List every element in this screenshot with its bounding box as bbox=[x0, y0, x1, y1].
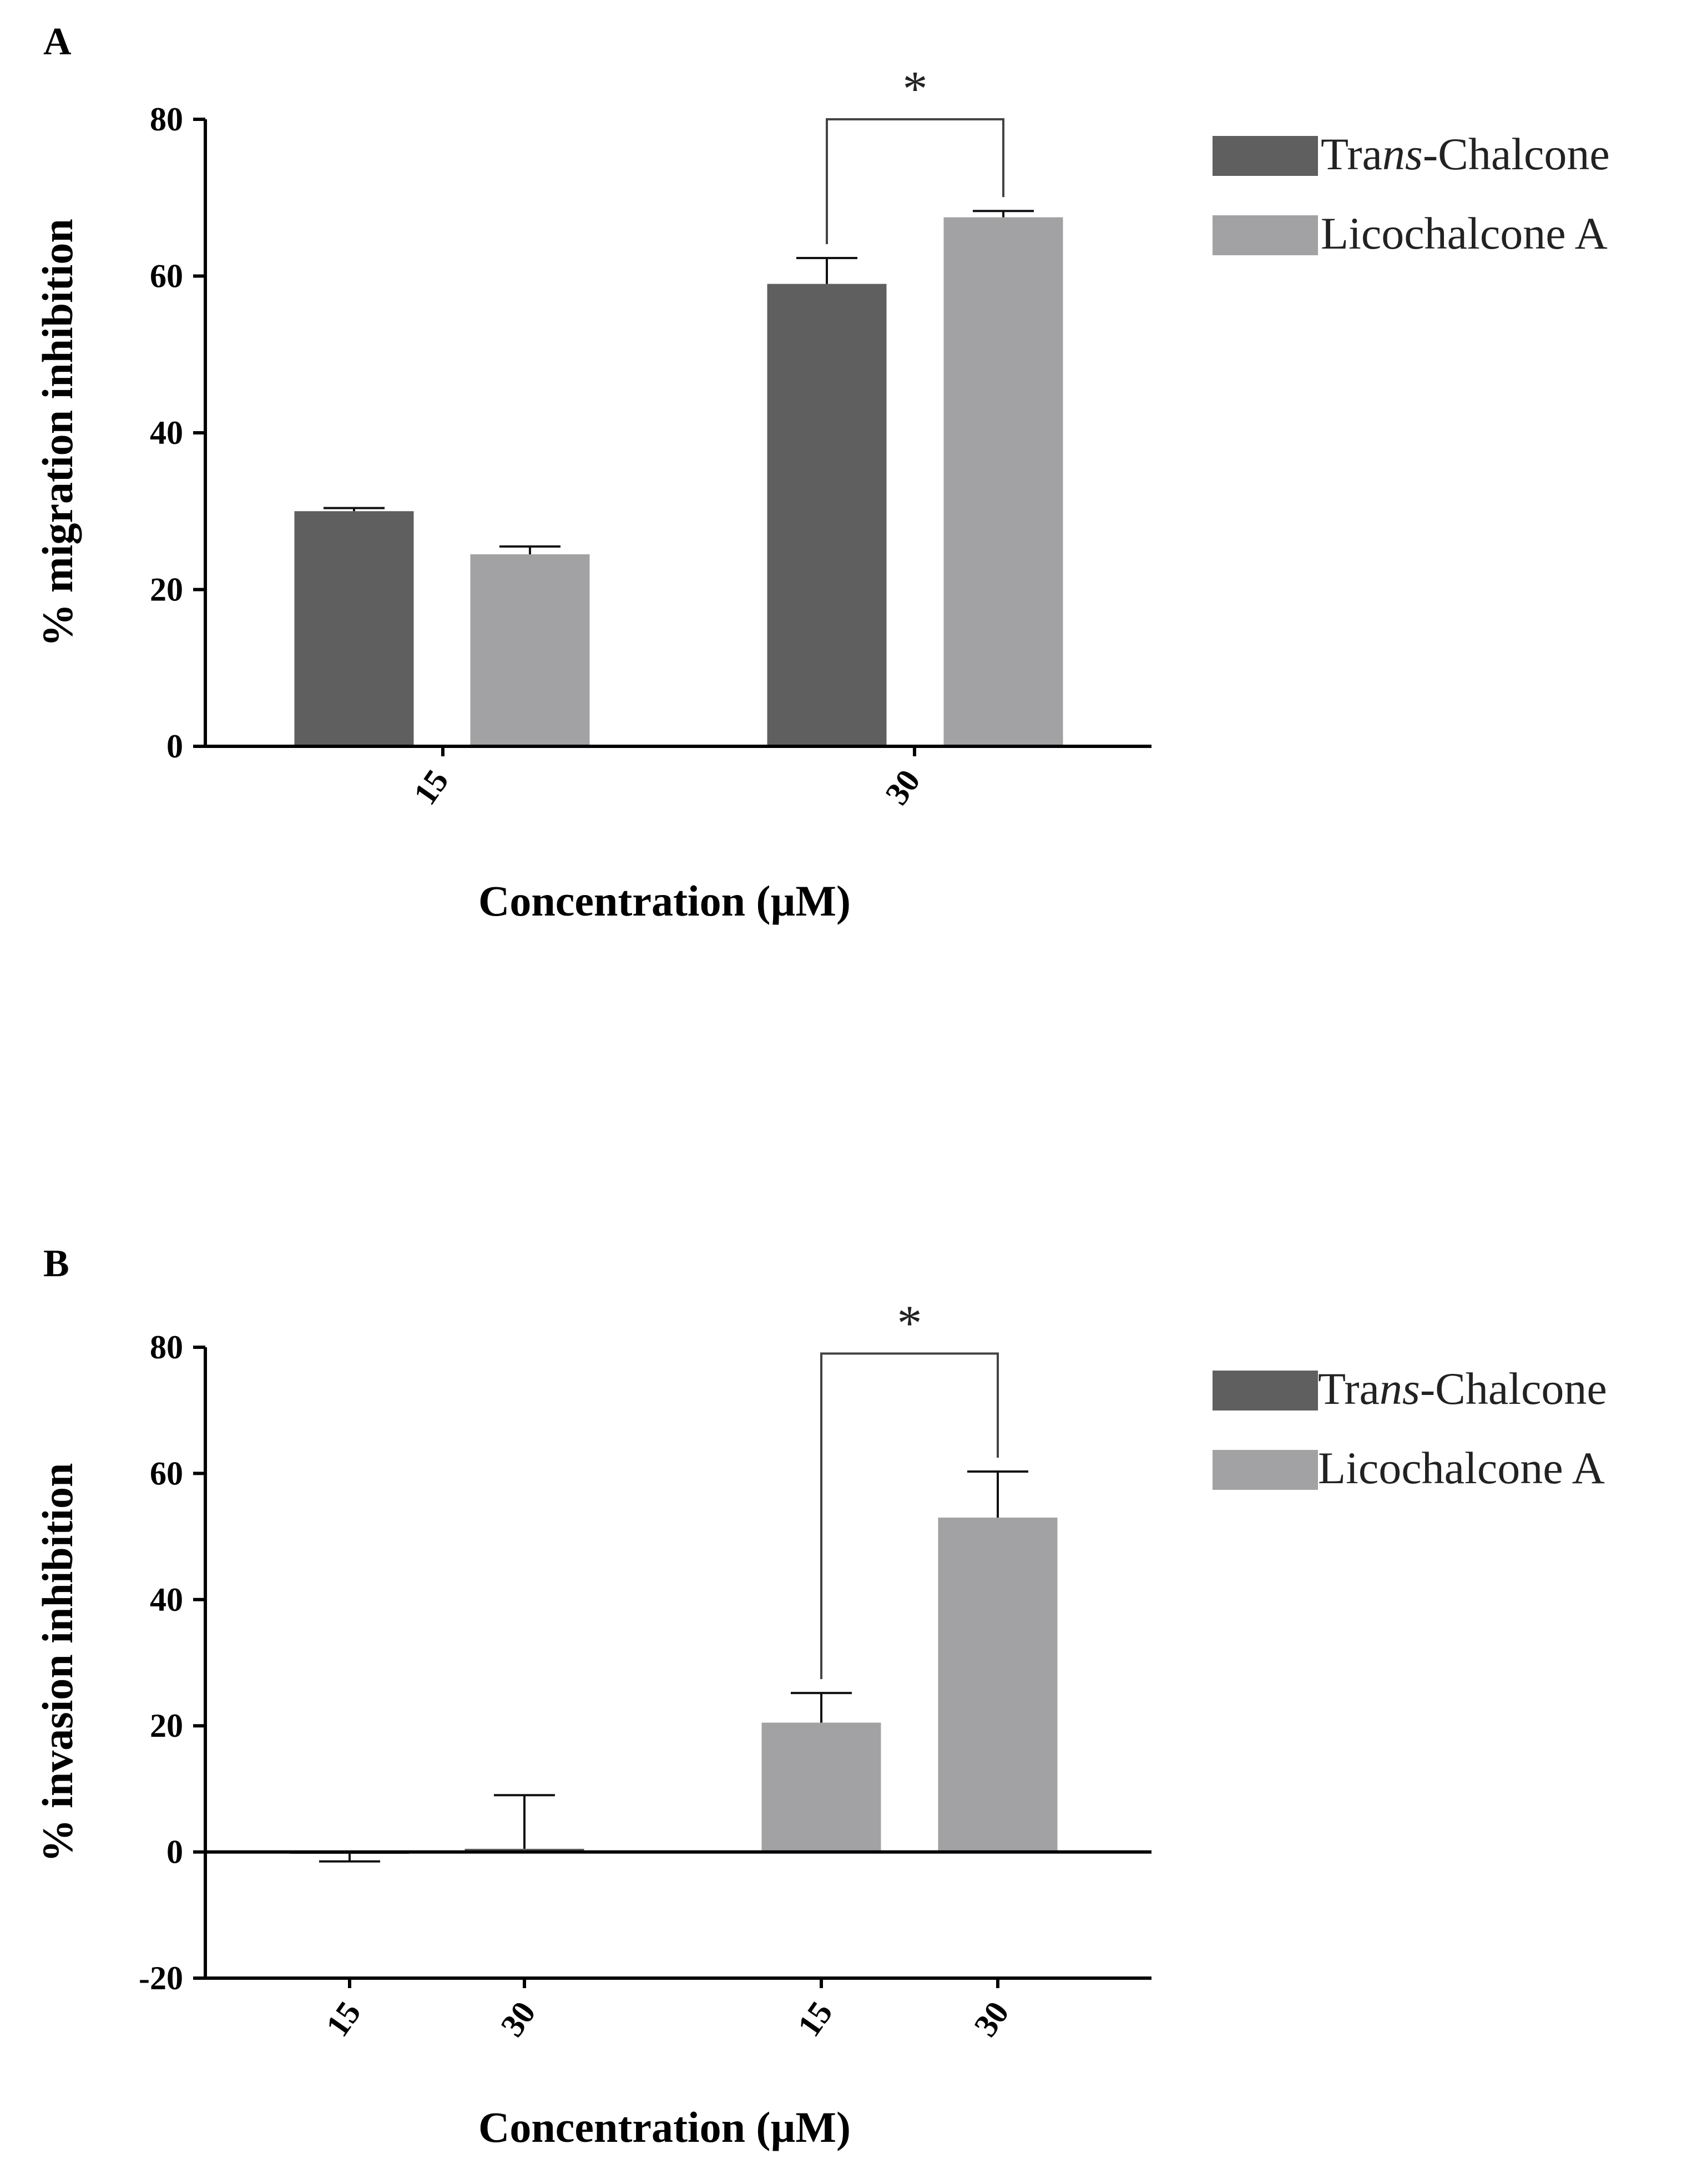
y-tick-label: 20 bbox=[150, 1707, 183, 1744]
y-tick-label: 60 bbox=[150, 1455, 183, 1492]
y-axis-title: % migration inhibition bbox=[33, 219, 82, 646]
significance-bracket bbox=[826, 118, 1004, 245]
y-tick-label: -20 bbox=[139, 1960, 183, 1996]
y-axis-title: % invasion inhibition bbox=[33, 1463, 82, 1863]
y-tick-label: 40 bbox=[150, 1581, 183, 1618]
bar-b-licochalcone-a-15 bbox=[761, 1722, 881, 1852]
significance-label: * bbox=[903, 62, 928, 117]
legend-label-part: -Chalcone bbox=[1423, 129, 1610, 179]
bar-a-trans-chalcone-15 bbox=[294, 511, 414, 746]
legend-swatch-licochalcone-a bbox=[1213, 215, 1318, 255]
legend-swatch-licochalcone-a bbox=[1213, 1450, 1318, 1490]
legend-label-licochalcone-a: Licochalcone A bbox=[1318, 1443, 1605, 1493]
legend-label-italic-part: ns bbox=[1380, 1363, 1420, 1414]
y-tick-label: 0 bbox=[166, 728, 183, 765]
legend-label-trans-chalcone: Trans-Chalcone bbox=[1318, 1363, 1607, 1414]
panel-letter-b: B bbox=[43, 1242, 69, 1285]
y-tick-label: 20 bbox=[150, 572, 183, 608]
legend-swatch-trans-chalcone bbox=[1213, 136, 1318, 176]
bar-a-licochalcone-a-30 bbox=[943, 217, 1063, 746]
y-tick-label: 0 bbox=[166, 1834, 183, 1870]
legend-swatch-trans-chalcone bbox=[1213, 1371, 1318, 1411]
legend-label-part: Tra bbox=[1321, 129, 1382, 179]
x-axis-title: Concentration (µM) bbox=[478, 877, 851, 925]
bar-a-trans-chalcone-30 bbox=[767, 284, 887, 746]
legend-label-part: Tra bbox=[1318, 1363, 1380, 1414]
significance-bracket bbox=[820, 1352, 999, 1680]
legend-label-part: -Chalcone bbox=[1420, 1363, 1607, 1414]
legend-label-italic-part: ns bbox=[1382, 129, 1423, 179]
panel-letter-a: A bbox=[43, 21, 72, 63]
bar-b-licochalcone-a-30 bbox=[938, 1517, 1058, 1852]
y-tick-label: 80 bbox=[150, 1329, 183, 1366]
significance-label: * bbox=[897, 1296, 922, 1351]
y-tick-label: 60 bbox=[150, 258, 183, 295]
x-axis-title: Concentration (µM) bbox=[478, 2103, 851, 2151]
bar-a-licochalcone-a-15 bbox=[470, 554, 590, 746]
y-tick-label: 80 bbox=[150, 101, 183, 138]
legend-label-licochalcone-a: Licochalcone A bbox=[1321, 208, 1608, 259]
legend-label-trans-chalcone: Trans-Chalcone bbox=[1321, 129, 1610, 179]
y-tick-label: 40 bbox=[150, 414, 183, 451]
